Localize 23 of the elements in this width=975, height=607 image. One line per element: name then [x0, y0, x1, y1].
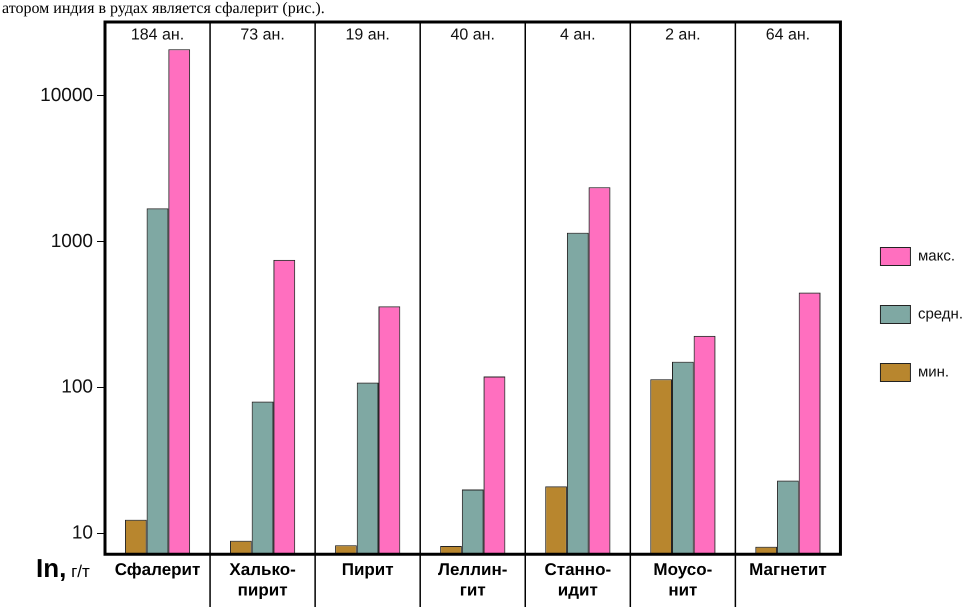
- x-tick-label: Пирит: [342, 560, 394, 580]
- annotation: 40 ан.: [450, 26, 495, 44]
- x-tick-label: Сфалерит: [114, 560, 200, 580]
- annotation: 4 ан.: [560, 26, 596, 44]
- text: атором индия в рудах является сфалерит (рис.).: [2, 0, 325, 18]
- y-tick-label: 1000: [50, 230, 93, 252]
- x-tick-label: Магнетит: [749, 560, 827, 580]
- x-tick-label: Моусо- нит: [653, 560, 712, 600]
- x-tick-label: Леллин- гит: [438, 560, 508, 600]
- legend-label: мин.: [918, 364, 950, 381]
- annotation: 73 ан.: [240, 26, 285, 44]
- annotation: 184 ан.: [130, 26, 184, 44]
- legend-label: средн.: [918, 306, 964, 323]
- y-axis-title: In, г/т: [36, 553, 90, 584]
- y-tick-label: 100: [61, 376, 93, 398]
- annotation: 19 ан.: [345, 26, 390, 44]
- y-tick-label: 10000: [40, 84, 93, 106]
- annotation: 64 ан.: [766, 26, 810, 44]
- legend-label: макс.: [918, 248, 956, 265]
- annotation: 2 ан.: [665, 26, 701, 44]
- x-tick-label: Халько- пирит: [229, 560, 296, 600]
- y-tick-label: 10: [72, 522, 93, 544]
- x-tick-label: Станно- идит: [544, 560, 612, 600]
